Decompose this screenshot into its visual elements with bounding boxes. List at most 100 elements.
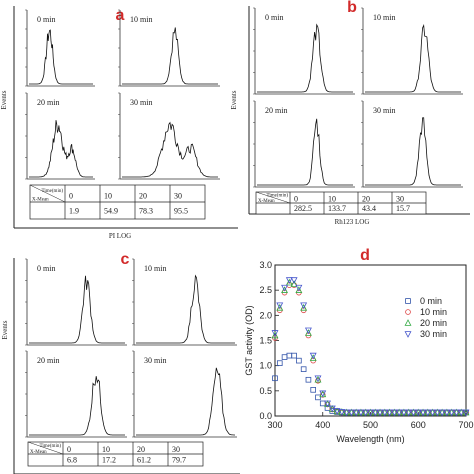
- x-tick-label: 400: [315, 420, 330, 430]
- y-axis-label: GST activity (OD): [244, 305, 254, 375]
- histogram-subplot: 0 min: [25, 9, 95, 87]
- data-point: [404, 331, 412, 338]
- data-point: [362, 409, 370, 417]
- histogram-trace: [365, 24, 461, 93]
- panel-label: c: [121, 251, 130, 268]
- data-point: [419, 409, 427, 417]
- table-header-cell: 30: [174, 192, 182, 201]
- data-point: [343, 409, 351, 417]
- panel-x-axis-label: Rh123 LOG: [335, 218, 370, 226]
- data-point: [333, 408, 341, 415]
- table-header-xmean: X-Mean: [32, 197, 49, 202]
- data-point: [290, 280, 298, 287]
- table-header-cell: 0: [67, 445, 71, 454]
- histogram-subplot: 20 min: [25, 92, 95, 180]
- subplot-time-label: 10 min: [130, 15, 152, 24]
- subplot-time-label: 30 min: [144, 356, 166, 365]
- data-point: [295, 286, 303, 293]
- table-value-cell: 1.9: [69, 206, 79, 215]
- data-point: [404, 319, 412, 326]
- data-point: [352, 409, 360, 417]
- table-header-cell: 10: [104, 192, 112, 201]
- subplot-time-label: 10 min: [373, 13, 395, 22]
- data-point: [319, 392, 326, 398]
- panel-y-axis-label: Events: [230, 90, 238, 109]
- table-header-cell: 20: [139, 192, 147, 201]
- histogram-subplot: 10 min: [361, 7, 463, 95]
- y-tick-label: 1.5: [259, 336, 272, 346]
- histogram-trace: [122, 27, 218, 85]
- y-tick-label: 1.0: [259, 361, 272, 371]
- histogram-trace: [29, 275, 125, 344]
- table-header-cell: 10: [328, 195, 336, 204]
- data-point: [296, 357, 302, 364]
- histogram-trace: [257, 23, 353, 93]
- y-tick-label: 2.0: [259, 310, 272, 320]
- scatter-panel-d: d 300 400 500 600 700 0.0 0.5 1.0 1.5 2.0 2.5 3.0 Wav…: [244, 247, 474, 444]
- data-point: [371, 409, 379, 417]
- data-point: [276, 302, 284, 310]
- table-header-cell: 10: [102, 445, 110, 454]
- data-point: [386, 409, 394, 417]
- subplot-time-label: 0 min: [37, 15, 55, 24]
- y-tick-label: 0.5: [259, 386, 272, 396]
- table-header-cell: 20: [137, 445, 145, 454]
- data-point: [448, 409, 456, 417]
- table-header-time: Time(min): [42, 189, 64, 194]
- histogram-subplot: 30 min: [118, 92, 220, 180]
- table-header-time: Time(min): [267, 193, 289, 198]
- histogram-subplot: 30 min: [132, 350, 237, 438]
- y-tick-label: 0.0: [259, 411, 272, 421]
- data-point: [452, 409, 460, 417]
- data-point: [433, 409, 441, 417]
- table-value-cell: 79.7: [172, 456, 186, 465]
- data-point: [457, 409, 465, 417]
- data-point: [281, 286, 289, 293]
- data-point: [305, 376, 312, 383]
- data-point: [405, 309, 411, 315]
- table-header-cell: 30: [172, 445, 180, 454]
- histogram-subplot: 10 min: [118, 9, 220, 87]
- data-point: [295, 284, 303, 292]
- xmean-table: Time(min) X-Mean 0 1.9 10 54.9 20 78.3 30 95.5: [29, 184, 206, 220]
- data-point: [328, 405, 336, 413]
- x-tick-label: 500: [363, 420, 378, 430]
- data-point: [272, 375, 278, 382]
- subplot-time-label: 20 min: [265, 106, 287, 115]
- table-header-cell: 30: [396, 195, 404, 204]
- table-value-cell: 6.8: [67, 456, 77, 465]
- histogram-trace: [29, 29, 93, 85]
- x-tick-label: 600: [411, 420, 426, 430]
- histogram-subplot: 20 min: [253, 100, 355, 188]
- table-value-cell: 282.5: [294, 204, 312, 213]
- data-point: [338, 409, 346, 416]
- table-value-cell: 61.2: [137, 456, 151, 465]
- histogram-subplot: 0 min: [253, 7, 355, 95]
- table-value-cell: 54.9: [104, 206, 118, 215]
- subplot-time-label: 0 min: [265, 13, 283, 22]
- table-value-cell: 15.7: [396, 204, 410, 213]
- data-point: [443, 409, 451, 417]
- data-point: [276, 303, 284, 311]
- legend-entry: 0 min: [420, 296, 442, 306]
- data-point: [300, 366, 307, 372]
- table-header-time: Time(min): [40, 444, 62, 449]
- table-value-cell: 78.3: [139, 206, 153, 215]
- table-header-cell: 0: [294, 195, 298, 204]
- panel-y-axis-label: Events: [1, 320, 9, 339]
- histogram-subplot: 30 min: [361, 100, 463, 188]
- table-diagonal: [29, 184, 66, 203]
- data-point: [319, 400, 326, 407]
- y-tick-label: 2.5: [259, 285, 272, 295]
- panel-label: b: [347, 0, 357, 16]
- data-point: [281, 354, 288, 360]
- histogram-panel-b: b Rh123 LOG Events 0 min 10 min 20 min 30 min T…: [230, 0, 470, 226]
- data-point: [310, 387, 316, 393]
- plot-frame: [274, 264, 467, 417]
- data-point: [395, 409, 403, 417]
- x-tick-label: 300: [267, 420, 282, 430]
